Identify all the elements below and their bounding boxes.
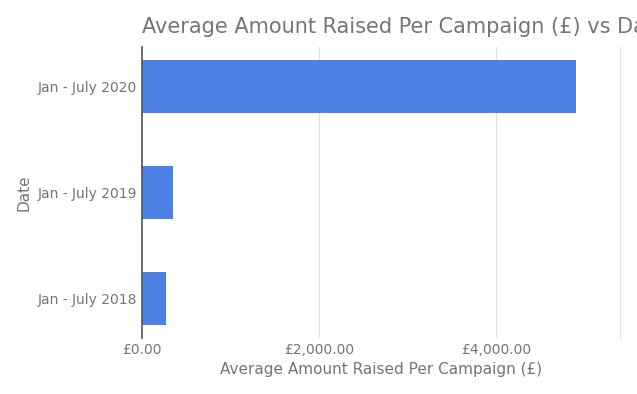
Y-axis label: Date: Date xyxy=(17,174,32,210)
Text: Average Amount Raised Per Campaign (£) vs Date: Average Amount Raised Per Campaign (£) v… xyxy=(141,17,637,37)
X-axis label: Average Amount Raised Per Campaign (£): Average Amount Raised Per Campaign (£) xyxy=(220,362,542,377)
Bar xyxy=(141,60,576,113)
Bar xyxy=(141,272,166,325)
Bar xyxy=(141,166,173,219)
